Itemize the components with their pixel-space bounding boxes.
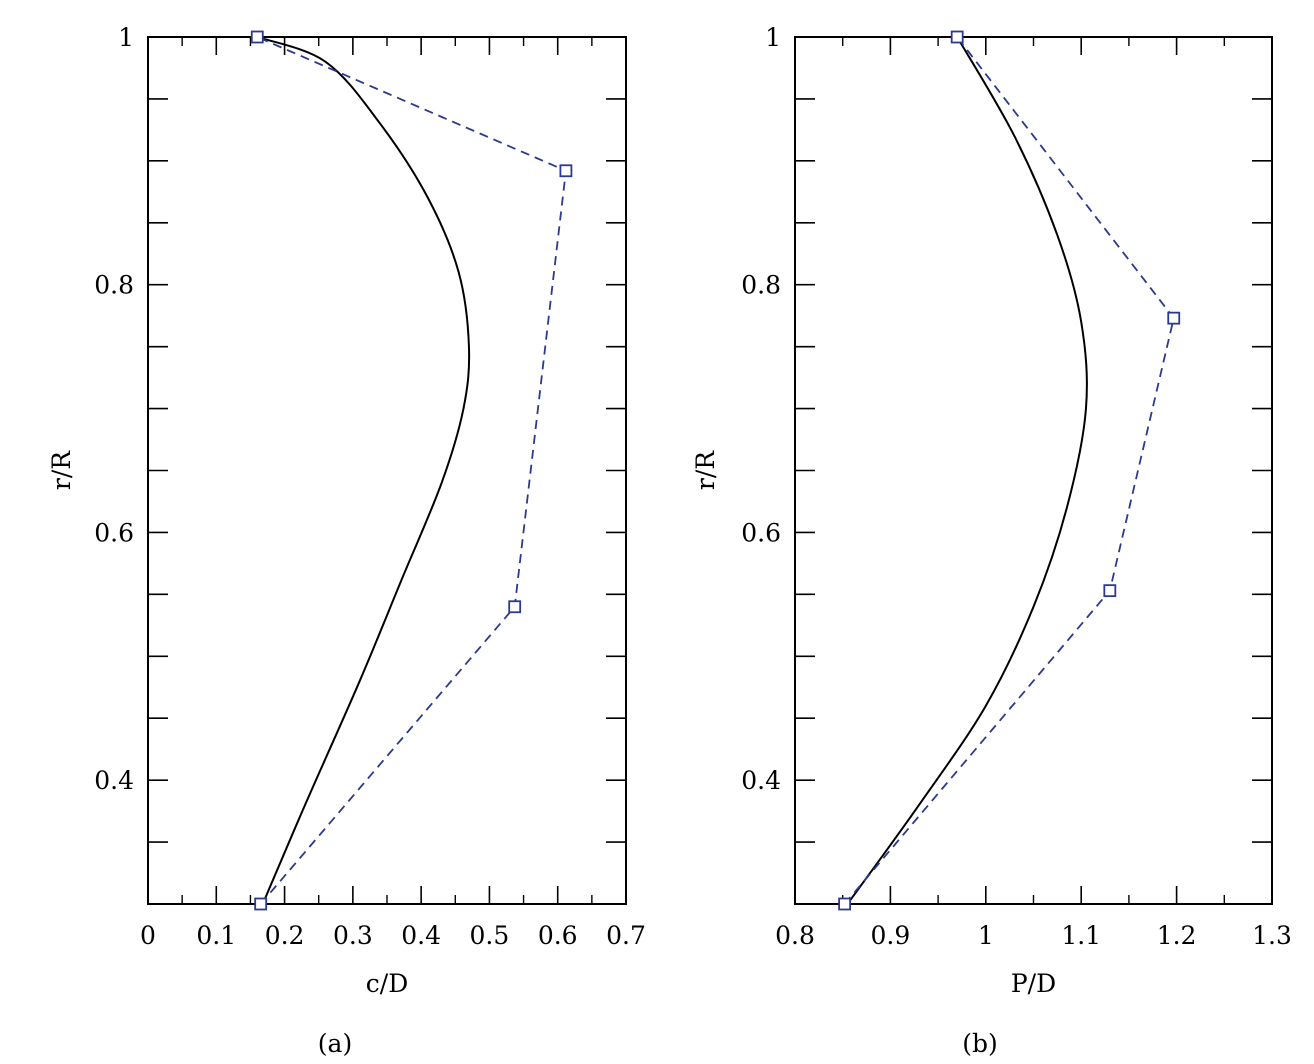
plot-frame-b [794,36,1273,905]
y-tick-label-b: 0.6 [741,518,781,547]
y-ticks-a: 0.4 0.6 0.8 1 [94,23,626,843]
x-tick-label-b: 1 [978,921,994,950]
solid-curve-b [846,36,1088,905]
square-marker-b [1167,311,1181,325]
plot-frame-a [147,36,627,905]
x-tick-label-b: 1.1 [1061,921,1101,950]
square-marker-a [254,897,268,911]
x-ticks-b: 0.8 0.9 1 1.1 1.2 1.3 [775,37,1292,950]
y-tick-label-b: 0.8 [741,271,781,300]
solid-curve-a [256,36,471,905]
panel-a: 0 0.1 0.2 0.3 0.4 0.5 0.6 0.7 0.4 0.6 0.8 1 c/D r/R (a… [47,23,646,1058]
x-axis-title-b: P/D [1011,969,1056,998]
x-tick-label-b: 0.9 [871,921,911,950]
square-marker-a [559,164,573,178]
square-marker-b [838,897,852,911]
x-tick-label-a: 0.2 [265,921,305,950]
x-tick-label-a: 0 [140,921,156,950]
square-marker-a [250,30,264,44]
x-tick-label-a: 0.6 [538,921,578,950]
y-ticks-b: 0.4 0.6 0.8 1 [741,23,1272,843]
y-axis-title-b: r/R [691,450,720,490]
y-tick-label-a: 0.8 [94,271,134,300]
dashed-polyline-a [256,36,567,905]
panel-b: 0.8 0.9 1 1.1 1.2 1.3 0.4 0.6 0.8 1 P/D r/R (b) [691,23,1292,1058]
x-tick-label-a: 0.5 [470,921,510,950]
square-marker-a [508,600,522,614]
x-tick-label-a: 0.3 [333,921,373,950]
x-tick-label-a: 0.1 [196,921,236,950]
x-tick-label-b: 1.2 [1157,921,1197,950]
y-tick-label-a: 0.4 [94,766,134,795]
x-axis-title-a: c/D [366,969,408,998]
panel-label-a: (a) [318,1029,352,1058]
x-ticks-a: 0 0.1 0.2 0.3 0.4 0.5 0.6 0.7 [140,37,646,950]
y-axis-title-a: r/R [47,450,76,490]
x-tick-label-b: 1.3 [1252,921,1292,950]
y-tick-label-a: 1 [118,23,134,52]
x-tick-label-a: 0.4 [401,921,441,950]
square-marker-b [1103,584,1117,598]
square-marker-b [950,30,964,44]
x-tick-label-b: 0.8 [775,921,815,950]
y-tick-label-a: 0.6 [94,518,134,547]
y-tick-label-b: 1 [765,23,781,52]
panel-label-b: (b) [962,1029,998,1058]
x-tick-label-a: 0.7 [606,921,646,950]
dashed-polyline-b [843,36,1175,905]
y-tick-label-b: 0.4 [741,766,781,795]
